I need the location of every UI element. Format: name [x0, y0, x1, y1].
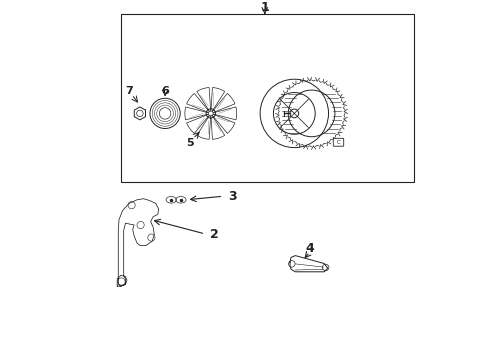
- Text: 2: 2: [210, 228, 219, 241]
- Text: 6: 6: [161, 86, 169, 96]
- Bar: [121, 14, 414, 182]
- Text: 7: 7: [125, 86, 133, 96]
- Text: C: C: [337, 140, 340, 145]
- Text: 3: 3: [228, 190, 237, 203]
- FancyBboxPatch shape: [333, 138, 343, 146]
- Circle shape: [208, 111, 213, 116]
- Text: 1: 1: [260, 1, 269, 14]
- Text: 5: 5: [187, 138, 194, 148]
- Text: 4: 4: [305, 242, 314, 255]
